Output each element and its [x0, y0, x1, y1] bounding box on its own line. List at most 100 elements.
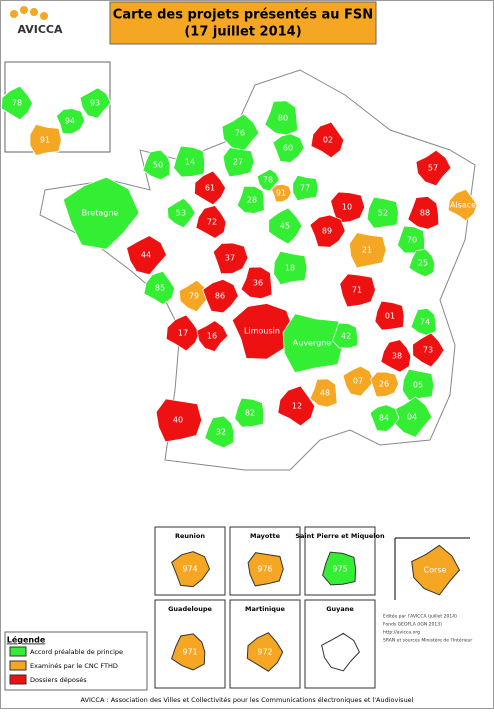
department-label: 79 — [189, 292, 199, 301]
island — [246, 632, 284, 672]
credit-line: Fonds GEOFLA (IGN 2013) — [383, 622, 442, 628]
inset-department — [29, 123, 62, 157]
corse-label: Corse — [424, 566, 447, 575]
department-label: 52 — [378, 209, 388, 218]
department-label: 88 — [420, 209, 430, 218]
department-label: 01 — [385, 312, 395, 321]
inset-department — [55, 107, 86, 135]
overseas-title: Reunion — [175, 532, 205, 540]
department-label: 28 — [247, 196, 257, 205]
island — [171, 551, 211, 588]
overseas-title: Guyane — [326, 605, 354, 613]
department-label: 78 — [263, 176, 273, 185]
credit-line: SRAN et sources Ministère de l'Intérieur — [383, 637, 472, 644]
department-label: 04 — [407, 413, 417, 422]
department-label: 77 — [300, 184, 310, 193]
department — [231, 303, 295, 360]
department — [412, 332, 445, 368]
department — [178, 279, 210, 313]
island — [321, 632, 361, 672]
department — [380, 339, 412, 373]
department — [256, 168, 280, 192]
department — [173, 145, 206, 178]
department — [62, 176, 140, 250]
department-label: 18 — [285, 264, 295, 273]
corse-frame — [394, 537, 470, 600]
legend-label: Examinés par le CNC FTHD — [30, 662, 118, 670]
legend-label: Dossiers déposés — [30, 676, 87, 684]
island-label: 971 — [182, 648, 197, 657]
department — [234, 397, 265, 428]
legend-title: Légende — [7, 635, 46, 645]
department — [277, 385, 316, 427]
department-label: 32 — [216, 428, 226, 437]
logo: AVICCA — [10, 6, 63, 36]
department — [155, 398, 203, 443]
corse — [411, 544, 461, 596]
department-label: 60 — [283, 144, 293, 153]
department — [142, 149, 171, 181]
legend-label: Accord préalable de principe — [30, 648, 123, 656]
department-label: 40 — [173, 416, 183, 425]
department — [240, 266, 273, 300]
department — [271, 183, 292, 203]
department-label: 84 — [379, 414, 389, 423]
island — [322, 551, 357, 586]
subtitle: (17 juillet 2014) — [184, 25, 301, 40]
department — [309, 378, 338, 408]
department-label: 36 — [253, 279, 263, 288]
department — [374, 300, 405, 331]
department — [408, 248, 436, 278]
island — [247, 552, 284, 587]
department — [331, 322, 358, 349]
department — [212, 242, 249, 275]
island-label: 974 — [182, 565, 197, 574]
credit-line: http://avicca.org — [383, 630, 420, 636]
department — [342, 365, 375, 397]
title: Carte des projets présentés au FSN — [113, 8, 373, 23]
department-label: 25 — [418, 259, 428, 268]
credit-line: Editée par l'AVICCA (juillet 2014) — [383, 613, 457, 620]
department-label: 86 — [215, 292, 225, 301]
department-label: 38 — [392, 352, 402, 361]
department-label: Auvergne — [293, 339, 331, 348]
department-label: 26 — [379, 380, 389, 389]
department-label: 37 — [225, 254, 235, 263]
department-label: 61 — [205, 184, 215, 193]
department-label: Bretagne — [82, 209, 119, 218]
department-label: 50 — [153, 161, 163, 170]
department — [292, 174, 319, 202]
overseas-title: Mayotte — [250, 532, 281, 540]
overseas-title: Saint Pierre et Miquelon — [295, 532, 385, 540]
department — [310, 121, 345, 159]
department-label: 17 — [178, 329, 188, 338]
department — [195, 205, 227, 239]
department — [196, 320, 229, 353]
department — [221, 113, 260, 153]
inset-label: 94 — [65, 117, 75, 126]
department — [222, 147, 255, 178]
department — [369, 404, 400, 432]
department — [272, 133, 305, 163]
department-label: 82 — [245, 409, 255, 418]
department-label: 70 — [407, 236, 417, 245]
inset-department — [0, 85, 34, 121]
department-label: 02 — [323, 136, 333, 145]
logo-text: AVICCA — [17, 23, 63, 36]
overseas-title: Guadeloupe — [168, 605, 212, 613]
department-label: 48 — [320, 389, 330, 398]
legend-swatch — [9, 646, 27, 657]
department — [165, 314, 200, 352]
department — [273, 250, 308, 286]
department-label: 71 — [352, 286, 362, 295]
title-box — [109, 1, 377, 45]
department — [143, 270, 175, 305]
department — [167, 197, 196, 229]
department — [264, 100, 299, 136]
department-label: 05 — [413, 381, 423, 390]
department-label: 80 — [278, 114, 288, 123]
department-label: 89 — [322, 227, 332, 236]
department — [339, 273, 376, 308]
legend-swatch — [9, 674, 27, 685]
